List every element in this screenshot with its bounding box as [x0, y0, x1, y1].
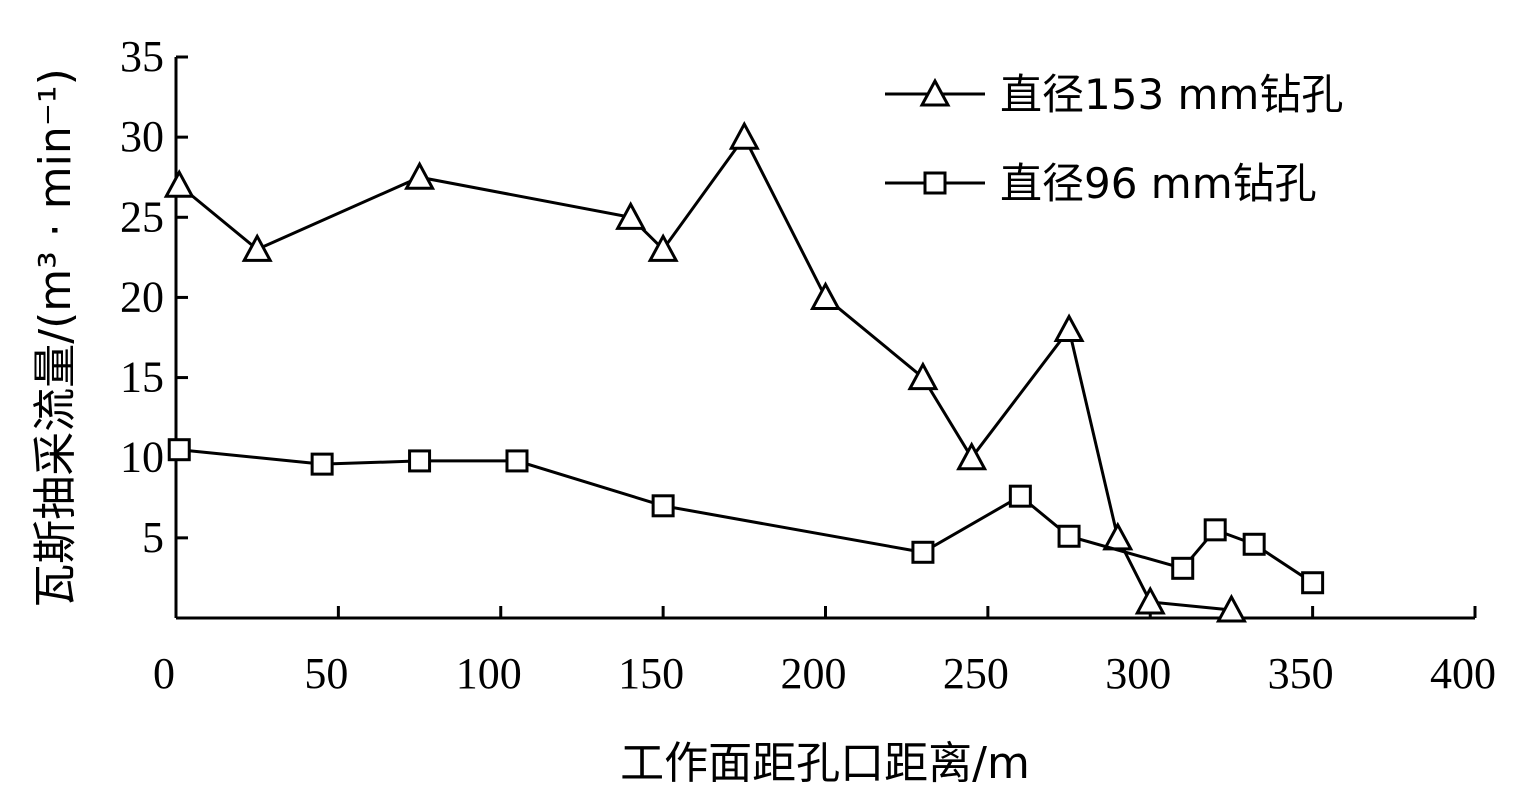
- data-point: [809, 281, 842, 310]
- legend-marker: [919, 77, 951, 107]
- data-point: [310, 452, 334, 476]
- y-tick-label: 35: [120, 32, 164, 81]
- x-tick-label: 300: [1105, 649, 1171, 698]
- x-tick-label: 200: [781, 649, 847, 698]
- y-tick-label: 15: [120, 353, 164, 402]
- ticks: 0 50 100 150 200 250 300 350 400 5 10 15 20 25 30 35: [120, 32, 1496, 698]
- data-point: [167, 438, 191, 462]
- legend-label: 直径153 mm钻孔: [1000, 70, 1343, 119]
- y-tick-label: 20: [120, 272, 164, 321]
- y-tick-label: 30: [120, 112, 164, 161]
- data-point: [408, 449, 432, 473]
- series-layer: [163, 120, 1325, 623]
- legend-marker: [923, 171, 947, 195]
- x-tick-label: 150: [618, 649, 684, 698]
- data-point: [1203, 518, 1227, 542]
- x-axis-title: 工作面距孔口距离/m: [620, 738, 1030, 789]
- data-point: [1053, 313, 1085, 343]
- x-tick-label: 100: [456, 649, 522, 698]
- x-tick-label: 350: [1268, 649, 1334, 698]
- data-point: [615, 201, 647, 230]
- data-point: [911, 540, 935, 564]
- data-point: [1171, 556, 1195, 580]
- series-line: [179, 448, 1314, 584]
- series-2: [167, 438, 1325, 595]
- data-point: [1008, 484, 1032, 508]
- data-point: [1102, 521, 1134, 551]
- data-point: [907, 361, 939, 391]
- data-point: [647, 233, 679, 262]
- data-point: [404, 161, 436, 190]
- x-tick-label: 0: [153, 649, 175, 698]
- data-point: [241, 233, 273, 262]
- data-point: [728, 120, 760, 150]
- data-point: [1242, 532, 1266, 556]
- legend-item-2: 直径96 mm钻孔: [885, 159, 1317, 208]
- data-point: [1301, 571, 1325, 595]
- y-axis-title: 瓦斯抽采流量/(m³ · min⁻¹): [30, 68, 81, 607]
- data-point: [505, 449, 529, 473]
- data-point: [1057, 524, 1081, 548]
- x-tick-label: 50: [304, 649, 348, 698]
- data-point: [651, 494, 675, 518]
- x-tick-label: 400: [1430, 649, 1496, 698]
- data-point: [163, 169, 195, 198]
- data-point: [1134, 585, 1166, 615]
- y-tick-label: 25: [120, 192, 164, 241]
- y-tick-label: 10: [120, 433, 164, 482]
- y-tick-label: 5: [142, 513, 164, 562]
- data-point: [956, 441, 988, 471]
- series-1: [163, 120, 1247, 623]
- legend-label: 直径96 mm钻孔: [1000, 159, 1317, 208]
- legend-item-1: 直径153 mm钻孔: [885, 70, 1343, 119]
- data-point: [1215, 593, 1247, 623]
- x-tick-label: 250: [943, 649, 1009, 698]
